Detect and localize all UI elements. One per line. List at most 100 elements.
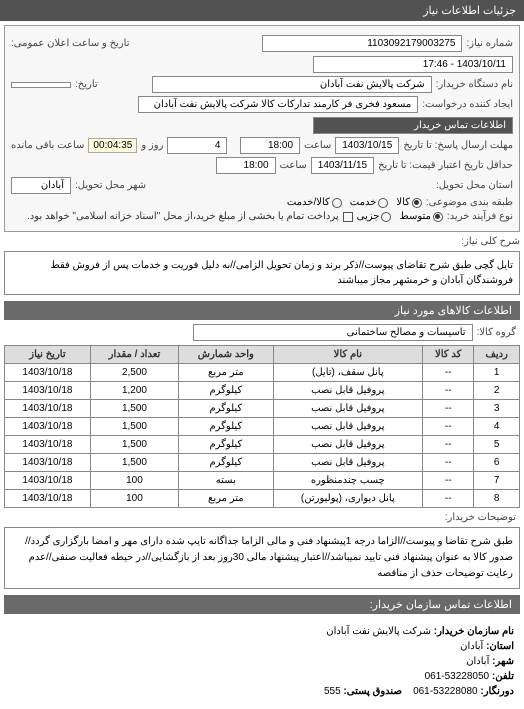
table-cell: 1,500	[90, 400, 178, 418]
bundle-label: طبقه بندی موضوعی:	[426, 197, 513, 208]
contact-button[interactable]: اطلاعات تماس خریدار	[313, 117, 513, 134]
validity-label: حداقل تاریخ اعتبار قیمت: تا تاریخ	[378, 160, 513, 171]
table-cell: متر مربع	[179, 490, 274, 508]
table-cell: کیلوگرم	[179, 454, 274, 472]
org-label: نام سازمان خریدار:	[434, 626, 514, 637]
group-value: تاسیسات و مصالح ساختمانی	[193, 324, 473, 341]
desc-box: تایل گچی طبق شرح تقاضای پیوست//ذکر برند …	[4, 251, 520, 295]
days-remain: 4	[167, 137, 227, 154]
table-cell: --	[423, 382, 474, 400]
table-header: تاریخ نیاز	[5, 346, 91, 364]
table-cell: --	[423, 400, 474, 418]
table-header: کد کالا	[423, 346, 474, 364]
hour-label-1: ساعت	[304, 140, 331, 151]
radio-both[interactable]	[332, 198, 342, 208]
table-cell: 1403/10/18	[5, 454, 91, 472]
table-cell: 1	[474, 364, 520, 382]
radio-small-label: جزیی	[357, 211, 380, 222]
bundle-radio-group: کالا خدمت کالا/خدمت	[287, 197, 422, 208]
table-cell: 2	[474, 382, 520, 400]
table-cell: 1403/10/18	[5, 472, 91, 490]
radio-mid[interactable]	[433, 212, 443, 222]
creator-value: مسعود فخری فر کارمند تدارکات کالا شرکت پ…	[138, 96, 418, 113]
table-cell: پانل سقف، (تایل)	[273, 364, 422, 382]
table-cell: کیلوگرم	[179, 382, 274, 400]
desc-label: شرح کلی نیاز:	[461, 236, 520, 247]
remarks-box: طبق شرح تقاضا و پیوست//الزاما درجه 1پیشن…	[4, 527, 520, 589]
table-row: 8--پانل دیواری، (پولیورتن)متر مربع100140…	[5, 490, 520, 508]
table-cell: پروفیل قابل نصب	[273, 382, 422, 400]
radio-khadamat[interactable]	[378, 198, 388, 208]
footer-block: نام سازمان خریدار: شرکت پالایش نفت آبادا…	[4, 618, 520, 705]
time-remain: 00:04:35	[88, 138, 137, 153]
table-cell: --	[423, 490, 474, 508]
radio-mid-label: متوسط	[399, 211, 430, 222]
group-label: گروه کالا:	[477, 327, 516, 338]
table-cell: متر مربع	[179, 364, 274, 382]
table-header: واحد شمارش	[179, 346, 274, 364]
footer-title: اطلاعات تماس سازمان خریدار:	[370, 599, 512, 611]
table-cell: --	[423, 364, 474, 382]
table-cell: پروفیل قابل نصب	[273, 454, 422, 472]
radio-kala[interactable]	[412, 198, 422, 208]
prov-value: آبادان	[460, 641, 483, 652]
tel-value: 53228050-061	[425, 671, 490, 682]
table-cell: 3	[474, 400, 520, 418]
table-cell: کیلوگرم	[179, 436, 274, 454]
table-cell: 5	[474, 436, 520, 454]
fax-label: دورنگار:	[480, 686, 514, 697]
table-cell: 1,500	[90, 418, 178, 436]
fcity-value: آبادان	[466, 656, 489, 667]
table-cell: 100	[90, 490, 178, 508]
table-row: 3--پروفیل قابل نصبکیلوگرم1,5001403/10/18	[5, 400, 520, 418]
days-label: روز و	[141, 140, 163, 151]
table-cell: 1,500	[90, 454, 178, 472]
page-title: جزئیات اطلاعات نیاز	[423, 5, 516, 17]
city-label: شهر محل تحویل:	[75, 180, 146, 191]
process-radio-group: متوسط جزیی	[357, 211, 443, 222]
table-cell: 1403/10/18	[5, 364, 91, 382]
footer-header: اطلاعات تماس سازمان خریدار:	[4, 595, 520, 614]
page-header: جزئیات اطلاعات نیاز	[0, 0, 524, 21]
table-cell: --	[423, 472, 474, 490]
table-cell: 1,500	[90, 436, 178, 454]
radio-small[interactable]	[381, 212, 391, 222]
items-header-text: اطلاعات کالاهای مورد نیاز	[395, 305, 512, 317]
remain-label: ساعت باقی مانده	[11, 140, 84, 151]
table-cell: پروفیل قابل نصب	[273, 400, 422, 418]
table-row: 1--پانل سقف، (تایل)متر مربع2,5001403/10/…	[5, 364, 520, 382]
table-cell: 1403/10/18	[5, 436, 91, 454]
announce-value: 1403/10/11 - 17:46	[313, 56, 513, 73]
deadline-date: 1403/10/15	[335, 137, 399, 154]
table-cell: بسته	[179, 472, 274, 490]
table-row: 4--پروفیل قابل نصبکیلوگرم1,5001403/10/18	[5, 418, 520, 436]
table-cell: 1403/10/18	[5, 418, 91, 436]
tel-label: تلفن:	[492, 671, 514, 682]
table-cell: --	[423, 436, 474, 454]
buyer-date-label: تاریخ:	[75, 79, 98, 90]
fcity-label: شهر:	[492, 656, 514, 667]
table-cell: --	[423, 454, 474, 472]
desc-text: تایل گچی طبق شرح تقاضای پیوست//ذکر برند …	[51, 260, 514, 286]
radio-both-label: کالا/خدمت	[287, 197, 330, 208]
table-cell: 4	[474, 418, 520, 436]
table-row: 2--پروفیل قابل نصبکیلوگرم1,2001403/10/18	[5, 382, 520, 400]
table-row: 5--پروفیل قابل نصبکیلوگرم1,5001403/10/18	[5, 436, 520, 454]
creator-label: ایجاد کننده درخواست:	[422, 99, 513, 110]
deadline-hour: 18:00	[240, 137, 300, 154]
table-cell: 6	[474, 454, 520, 472]
payment-checkbox[interactable]	[343, 212, 353, 222]
province-label: استان محل تحویل:	[436, 180, 513, 191]
post-value: 555	[324, 686, 341, 697]
prov-label: استان:	[486, 641, 514, 652]
table-cell: 8	[474, 490, 520, 508]
post-label: صندوق پستی:	[343, 686, 402, 697]
table-cell: 100	[90, 472, 178, 490]
table-cell: 1,200	[90, 382, 178, 400]
info-section: شماره نیاز: 1103092179003275 تاریخ و ساع…	[4, 25, 520, 232]
remarks-text: طبق شرح تقاضا و پیوست//الزاما درجه 1پیشن…	[25, 536, 513, 579]
table-cell: پانل دیواری، (پولیورتن)	[273, 490, 422, 508]
table-cell: 1403/10/18	[5, 382, 91, 400]
table-cell: پروفیل قابل نصب	[273, 436, 422, 454]
remarks-label: توضیحات خریدار:	[445, 512, 516, 523]
